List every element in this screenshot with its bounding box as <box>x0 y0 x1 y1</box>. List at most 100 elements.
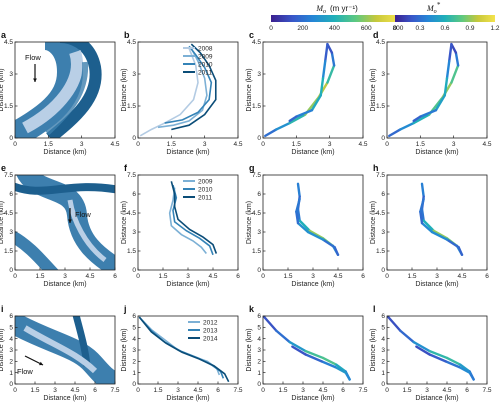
x-axis-label: Distance (km) <box>43 395 86 402</box>
colorbar-mo-tick: 600 <box>361 25 372 32</box>
panel-i: i Flow 0 1.5 3 4.5 6 7.5 0 1 2 3 4 5 6 Distance (km) Dis… <box>0 304 120 402</box>
x-tick-label: 4.5 <box>482 141 491 148</box>
panel-label: f <box>124 163 128 173</box>
migration-segment <box>306 230 325 241</box>
y-tick-label: 3 <box>9 347 13 354</box>
legend-label-2009: 2009 <box>198 178 213 185</box>
migration-segment <box>399 329 415 344</box>
series-line-2011 <box>171 43 217 131</box>
axes-frame <box>137 315 239 385</box>
y-tick-label: 3 <box>132 71 136 78</box>
flow-label: Flow <box>25 53 41 62</box>
colorbar-mo-tick: 400 <box>329 25 340 32</box>
y-tick-label: 3 <box>9 229 13 236</box>
panel-c: c 0 1.5 3 4.5 0 1.5 3 4.5 Distance (km) Distance (… <box>246 30 368 156</box>
y-tick-label: 0 <box>257 381 261 388</box>
migration-segment <box>388 128 402 138</box>
migration-segment <box>420 221 434 234</box>
migration-segment <box>344 371 351 381</box>
migration-segment <box>443 77 449 97</box>
x-tick-label: 4.5 <box>318 387 327 394</box>
x-axis-label: Distance (km) <box>166 281 209 288</box>
series-line-2008 <box>139 48 199 137</box>
x-tick-label: 3 <box>80 141 84 148</box>
migration-segment <box>310 94 322 112</box>
x-axis-label: Distance (km) <box>415 281 458 288</box>
y-tick-label: 4.5 <box>127 210 136 217</box>
x-tick-label: 3 <box>328 141 332 148</box>
x-axis-label: Distance (km) <box>166 149 209 156</box>
x-tick-label: 0 <box>261 141 265 148</box>
x-tick-label: 0 <box>136 387 140 394</box>
axes-frame <box>14 41 116 139</box>
x-tick-label: 3 <box>53 387 57 394</box>
x-axis-label: Distance (km) <box>291 395 334 402</box>
migration-segment <box>412 115 422 123</box>
x-tick-label: 0 <box>261 387 265 394</box>
x-tick-label: 4.5 <box>442 387 451 394</box>
migration-segment <box>321 356 338 366</box>
x-tick-label: 1.5 <box>416 141 425 148</box>
migration-segment <box>420 182 425 198</box>
x-tick-label: 1.5 <box>278 387 287 394</box>
x-tick-label: 4.5 <box>193 387 202 394</box>
series-line-2009 <box>157 48 208 129</box>
y-tick-label: 3 <box>257 347 261 354</box>
x-axis-label: Distance (km) <box>43 281 86 288</box>
migration-segment <box>445 356 462 366</box>
migration-segment <box>264 128 278 138</box>
migration-segment <box>295 210 300 225</box>
flow-arrowhead <box>33 78 37 82</box>
river-band <box>15 182 115 195</box>
y-tick-label: 6 <box>132 191 136 198</box>
x-axis-label: Distance (km) <box>291 281 334 288</box>
y-tick-label: 6 <box>257 191 261 198</box>
x-axis-label: Distance (km) <box>43 149 86 156</box>
x-tick-label: 3 <box>452 141 456 148</box>
y-tick-label: 0 <box>132 381 136 388</box>
colorbar-mo: Mo (m yr⁻¹) 0 200 400 600 800 <box>269 4 404 32</box>
river-band <box>23 325 98 374</box>
x-tick-label: 7.5 <box>233 387 242 394</box>
y-tick-label: 0 <box>257 135 261 142</box>
migration-segment <box>430 230 449 241</box>
colorbar-mo-star-tick: 0.9 <box>465 25 474 32</box>
x-tick-label: 4.5 <box>233 141 242 148</box>
y-axis-label: Distance (km) <box>0 68 5 111</box>
y-tick-label: 3 <box>9 71 13 78</box>
panel-label: d <box>373 30 379 40</box>
river-band <box>44 61 89 136</box>
legend-label-2013: 2013 <box>203 327 218 334</box>
x-tick-label: 0 <box>136 141 140 148</box>
y-tick-label: 1 <box>257 370 261 377</box>
x-axis-label: Distance (km) <box>415 395 458 402</box>
migration-segment <box>412 340 431 353</box>
x-tick-label: 3 <box>63 273 67 280</box>
y-tick-label: 6 <box>132 313 136 320</box>
flow-arrowhead <box>68 219 72 223</box>
x-axis-label: Distance (km) <box>415 149 458 156</box>
migration-segment <box>320 360 337 369</box>
x-tick-label: 3 <box>301 387 305 394</box>
x-tick-label: 3 <box>425 387 429 394</box>
y-tick-label: 2 <box>257 359 261 366</box>
panel-e: e Flow 0 1.5 3 4.5 6 0 1.5 3 4.5 6 7.5 Distance (km) D… <box>0 163 117 288</box>
migration-segment <box>288 340 307 353</box>
y-tick-label: 5 <box>132 325 136 332</box>
panel-label: h <box>373 163 379 173</box>
y-tick-label: 0 <box>132 267 136 274</box>
y-tick-label: 6 <box>257 313 261 320</box>
legend-label-2008: 2008 <box>198 45 213 52</box>
migration-segment <box>432 229 449 240</box>
migration-segment <box>444 360 461 369</box>
y-tick-label: 0 <box>381 381 385 388</box>
x-tick-label: 0 <box>136 273 140 280</box>
river-map <box>15 42 102 138</box>
y-axis-label: Distance (km) <box>370 201 377 244</box>
y-tick-label: 7.5 <box>376 172 385 179</box>
migration-segment <box>304 349 325 360</box>
panel-label: j <box>123 304 127 314</box>
y-tick-label: 4 <box>381 336 385 343</box>
